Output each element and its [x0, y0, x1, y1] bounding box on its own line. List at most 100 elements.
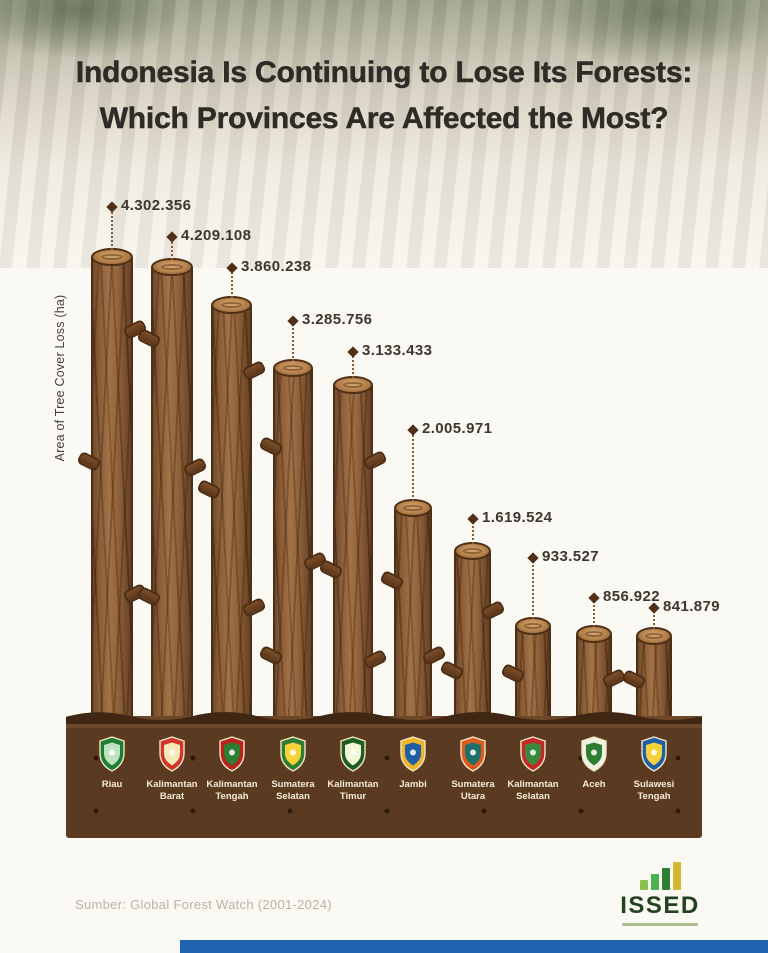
bar-tree-trunk	[500, 617, 551, 726]
branch-stub	[136, 585, 162, 608]
bar-tree-trunk	[136, 258, 208, 726]
province-emblem	[97, 736, 127, 772]
province-emblem	[217, 736, 247, 772]
branch-stub	[500, 662, 526, 685]
branch-stub	[196, 478, 222, 501]
province-emblem	[639, 736, 669, 772]
trunk-top-cap	[636, 627, 672, 645]
branch-stub	[480, 599, 506, 622]
y-axis-label: Area of Tree Cover Loss (ha)	[53, 294, 67, 462]
branch-stub	[621, 668, 647, 691]
bar-tree-trunk	[439, 542, 506, 726]
province-label: Sulawesi Tengah	[633, 779, 675, 803]
bar-tree-trunk	[379, 499, 447, 726]
trunk-top-cap	[333, 376, 373, 394]
bar-value-label: 3.133.433	[362, 342, 433, 359]
province-emblem	[157, 736, 187, 772]
bar-value-label: 3.285.756	[302, 311, 373, 328]
bar-value-label: 856.922	[603, 588, 661, 605]
value-marker	[106, 201, 118, 213]
title-line-1: Indonesia Is Continuing to Lose Its Fore…	[75, 56, 693, 90]
province-label: Sumatera Utara	[451, 779, 495, 803]
value-connector	[111, 207, 113, 250]
province-emblem	[278, 736, 308, 772]
branch-stub	[258, 644, 284, 667]
bottom-accent-bar	[180, 940, 768, 953]
trunk-top-cap	[151, 258, 193, 276]
province-emblem	[338, 736, 368, 772]
value-connector	[412, 430, 414, 501]
province-emblem	[518, 736, 548, 772]
trunk-top-cap	[91, 248, 133, 266]
trunk-top-cap	[211, 296, 252, 314]
value-marker	[527, 552, 539, 564]
trunk-top-cap	[576, 625, 612, 643]
province-label: Riau	[101, 779, 123, 790]
ground-band: Riau Kalimantan Barat Kalimantan Tengah Sum…	[66, 712, 702, 838]
logo-bar	[650, 874, 659, 890]
value-marker	[588, 592, 600, 604]
value-connector	[292, 321, 294, 361]
branch-stub	[76, 450, 102, 473]
trunk-top-cap	[454, 542, 491, 560]
bar-value-label: 1.619.524	[482, 509, 553, 526]
value-marker	[407, 424, 419, 436]
value-connector	[593, 598, 595, 627]
branch-stub	[362, 648, 388, 671]
value-connector	[171, 237, 173, 260]
bar-tree-trunk	[76, 248, 148, 726]
value-marker	[166, 231, 178, 243]
value-connector	[532, 558, 534, 619]
logo-bars-icon	[612, 860, 708, 890]
bar-value-label: 2.005.971	[422, 420, 493, 437]
bar-tree-trunk	[621, 627, 672, 726]
province-emblem	[398, 736, 428, 772]
logo-bar	[639, 880, 648, 890]
bar-value-label: 841.879	[663, 598, 721, 615]
province-label: Kalimantan Selatan	[507, 779, 559, 803]
issed-logo: ISSED	[612, 860, 708, 926]
trunk-top-cap	[394, 499, 432, 517]
value-marker	[287, 315, 299, 327]
province-label: Kalimantan Tengah	[206, 779, 258, 803]
value-marker	[347, 346, 359, 358]
trunk-top-cap	[273, 359, 313, 377]
value-connector	[231, 268, 233, 298]
branch-stub	[362, 449, 388, 472]
bar-tree-trunk	[576, 625, 627, 726]
bar-value-label: 3.860.238	[241, 258, 312, 275]
bar-value-label: 4.302.356	[121, 197, 192, 214]
province-label: Aceh	[582, 779, 606, 790]
province-label: Kalimantan Barat	[146, 779, 198, 803]
province-emblem	[579, 736, 609, 772]
value-connector	[653, 608, 655, 629]
branch-stub	[241, 596, 267, 619]
branch-stub	[318, 558, 344, 581]
bar-value-label: 4.209.108	[181, 227, 252, 244]
bar-tree-trunk	[318, 376, 388, 726]
branch-stub	[258, 435, 284, 458]
bar-value-label: 933.527	[542, 548, 600, 565]
ground-wave	[66, 712, 702, 724]
value-connector	[472, 519, 474, 544]
logo-text: ISSED	[620, 892, 700, 919]
province-label: Jambi	[399, 779, 427, 790]
title-line-2: Which Provinces Are Affected the Most?	[99, 102, 669, 136]
logo-bar	[661, 868, 670, 890]
branch-stub	[439, 659, 465, 682]
logo-bar	[672, 862, 681, 890]
value-marker	[467, 513, 479, 525]
bar-tree-trunk	[258, 359, 328, 726]
province-label: Kalimantan Timur	[327, 779, 379, 803]
source-note: Sumber: Global Forest Watch (2001-2024)	[75, 897, 332, 912]
page-title: Indonesia Is Continuing to Lose Its Fore…	[0, 50, 768, 142]
value-connector	[352, 352, 354, 378]
value-marker	[226, 262, 238, 274]
branch-stub	[379, 569, 405, 592]
province-label: Sumatera Selatan	[271, 779, 315, 803]
logo-tagline-bar	[622, 923, 698, 926]
branch-stub	[182, 456, 208, 479]
branch-stub	[241, 359, 267, 382]
bar-tree-trunk	[196, 296, 267, 726]
